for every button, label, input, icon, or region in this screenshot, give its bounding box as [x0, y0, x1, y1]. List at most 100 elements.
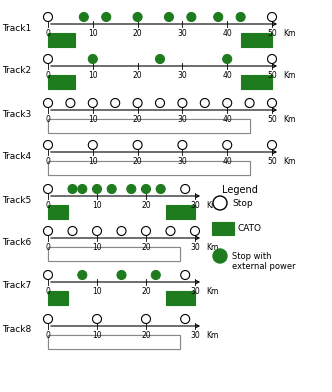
- Text: 10: 10: [88, 71, 98, 80]
- Circle shape: [68, 185, 77, 194]
- Text: 0: 0: [45, 287, 50, 296]
- Circle shape: [78, 270, 87, 279]
- Circle shape: [133, 13, 142, 22]
- Circle shape: [43, 98, 52, 107]
- Text: Track4: Track4: [2, 151, 31, 160]
- Circle shape: [213, 249, 227, 263]
- Text: 30: 30: [190, 331, 200, 340]
- Circle shape: [43, 227, 52, 236]
- Text: 30: 30: [178, 115, 187, 124]
- Circle shape: [223, 140, 232, 149]
- Text: Km: Km: [283, 115, 295, 124]
- Circle shape: [133, 98, 142, 107]
- Circle shape: [111, 98, 120, 107]
- Text: 10: 10: [88, 157, 98, 166]
- Text: 40: 40: [222, 29, 232, 38]
- Circle shape: [178, 98, 187, 107]
- Circle shape: [43, 314, 52, 323]
- Circle shape: [223, 54, 232, 64]
- Circle shape: [88, 140, 97, 149]
- Text: 40: 40: [222, 115, 232, 124]
- Text: Legend: Legend: [222, 185, 258, 195]
- Text: Km: Km: [206, 201, 218, 210]
- Circle shape: [141, 185, 150, 194]
- Circle shape: [156, 185, 165, 194]
- Text: Track8: Track8: [2, 325, 31, 334]
- Text: Km: Km: [283, 71, 295, 80]
- Bar: [48, 247, 180, 261]
- Text: 0: 0: [45, 115, 50, 124]
- Bar: [48, 291, 68, 305]
- Circle shape: [181, 270, 190, 279]
- Text: CATO: CATO: [238, 223, 262, 232]
- Text: Km: Km: [206, 331, 218, 340]
- Circle shape: [43, 54, 52, 64]
- Bar: [212, 222, 234, 235]
- Text: 30: 30: [178, 29, 187, 38]
- Circle shape: [151, 270, 160, 279]
- Text: 40: 40: [222, 71, 232, 80]
- Text: 10: 10: [92, 287, 102, 296]
- Circle shape: [78, 185, 87, 194]
- Circle shape: [191, 227, 200, 236]
- Text: 30: 30: [178, 157, 187, 166]
- Text: 20: 20: [133, 115, 142, 124]
- Bar: [166, 291, 195, 305]
- Bar: [241, 33, 272, 47]
- Circle shape: [88, 54, 97, 64]
- Text: 20: 20: [141, 243, 151, 252]
- Circle shape: [107, 185, 116, 194]
- Bar: [48, 161, 250, 175]
- Circle shape: [127, 185, 136, 194]
- Circle shape: [268, 98, 277, 107]
- Text: 50: 50: [267, 29, 277, 38]
- Circle shape: [117, 270, 126, 279]
- Circle shape: [43, 270, 52, 279]
- Circle shape: [133, 140, 142, 149]
- Text: 10: 10: [92, 243, 102, 252]
- Text: 10: 10: [92, 201, 102, 210]
- Circle shape: [181, 185, 190, 194]
- Text: 0: 0: [45, 71, 50, 80]
- Text: 10: 10: [88, 29, 98, 38]
- Circle shape: [68, 227, 77, 236]
- Bar: [166, 205, 195, 219]
- Circle shape: [181, 314, 190, 323]
- Circle shape: [93, 227, 102, 236]
- Text: Track5: Track5: [2, 196, 31, 205]
- Circle shape: [155, 54, 164, 64]
- Text: Track3: Track3: [2, 109, 31, 118]
- Circle shape: [43, 13, 52, 22]
- Circle shape: [200, 98, 209, 107]
- Bar: [48, 119, 250, 133]
- Text: 20: 20: [133, 71, 142, 80]
- Circle shape: [178, 140, 187, 149]
- Bar: [48, 119, 250, 133]
- Circle shape: [43, 185, 52, 194]
- Text: 20: 20: [133, 29, 142, 38]
- Circle shape: [268, 13, 277, 22]
- Text: Km: Km: [283, 157, 295, 166]
- Circle shape: [43, 140, 52, 149]
- Text: 0: 0: [45, 201, 50, 210]
- Circle shape: [117, 227, 126, 236]
- Text: 40: 40: [222, 157, 232, 166]
- Text: 50: 50: [267, 71, 277, 80]
- Circle shape: [102, 13, 111, 22]
- Text: 10: 10: [88, 115, 98, 124]
- Bar: [48, 205, 68, 219]
- Circle shape: [213, 196, 227, 210]
- Circle shape: [245, 98, 254, 107]
- Text: Km: Km: [206, 287, 218, 296]
- Text: Track6: Track6: [2, 238, 31, 247]
- Circle shape: [268, 140, 277, 149]
- Text: 0: 0: [45, 331, 50, 340]
- Circle shape: [93, 314, 102, 323]
- Text: 20: 20: [133, 157, 142, 166]
- Text: 50: 50: [267, 157, 277, 166]
- Circle shape: [93, 185, 102, 194]
- Bar: [48, 161, 250, 175]
- Circle shape: [141, 314, 150, 323]
- Circle shape: [164, 13, 173, 22]
- Text: 30: 30: [190, 243, 200, 252]
